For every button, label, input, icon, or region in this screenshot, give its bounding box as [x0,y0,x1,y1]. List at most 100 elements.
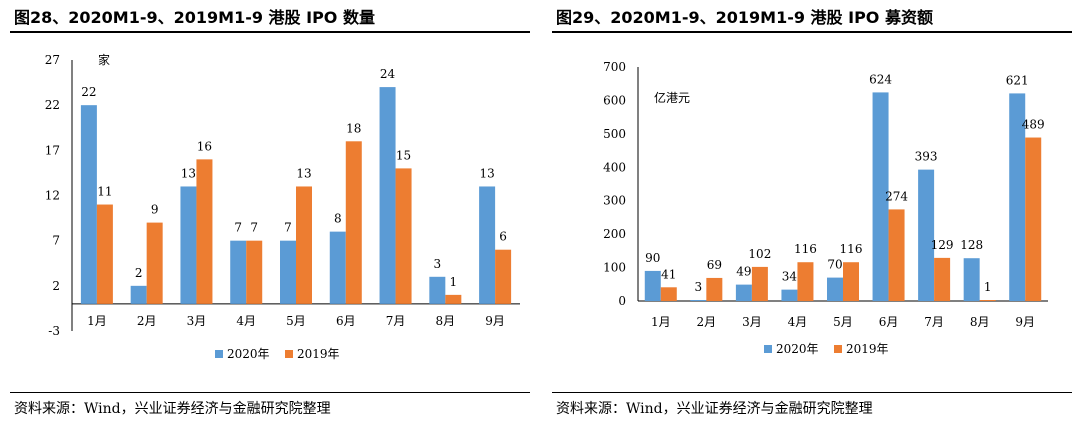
bar-2020 [280,240,296,304]
bar-2019 [888,209,905,301]
data-label: 1 [984,280,992,294]
x-tick-label: 2月 [137,314,157,328]
data-label: 24 [380,67,396,81]
data-label: 8 [334,212,342,226]
y-tick-label: 2 [52,279,60,293]
bar-2020 [781,289,798,301]
data-label: 621 [1006,73,1029,87]
data-label: 22 [81,85,96,99]
bar-2019 [96,204,113,304]
data-label: 69 [707,258,722,272]
x-tick-label: 1月 [87,314,107,328]
data-label: 1 [450,275,458,289]
data-label: 6 [499,230,507,244]
bar-2019 [660,287,677,301]
bar-2020 [230,240,247,304]
y-tick-label: 600 [603,93,626,107]
x-tick-label: 6月 [879,315,899,329]
y-tick-label: 500 [603,127,626,141]
bar-2019 [146,222,163,304]
data-label: 70 [827,258,842,272]
y-tick-label: 27 [45,53,60,67]
y-tick-label: 400 [603,160,626,174]
data-label: 13 [479,166,494,180]
right-source-note: 资料来源：Wind，兴业证券经济与金融研究院整理 [556,401,873,417]
legend-label: 2020年 [776,342,819,356]
bar-2019 [706,277,723,301]
data-label: 102 [748,247,771,261]
bar-2020 [872,92,889,301]
x-tick-label: 7月 [386,314,406,328]
legend-label: 2019年 [846,342,889,356]
right-title-rule [552,31,1072,33]
data-label: 41 [661,267,676,281]
bar-2020 [963,258,980,301]
y-tick-label: 12 [45,189,60,203]
bar-2020 [690,299,707,301]
data-label: 7 [250,221,258,235]
y-tick-label: 22 [45,98,60,112]
legend-swatch [285,350,293,358]
x-tick-label: 9月 [1015,315,1035,329]
x-tick-label: 3月 [742,315,762,329]
right-chart-title: 图29、2020M1-9、2019M1-9 港股 IPO 募资额 [556,8,933,27]
data-label: 274 [885,189,908,203]
x-tick-label: 4月 [236,314,256,328]
data-label: 2 [135,266,143,280]
data-label: 3 [434,257,442,271]
bar-2019 [843,262,859,301]
bar-2019 [797,262,814,301]
y-tick-label: 300 [603,194,626,208]
data-label: 13 [296,166,311,180]
data-label: 7 [284,221,292,235]
data-label: 489 [1022,118,1045,132]
y-tick-label: 17 [45,143,60,157]
bar-2020 [918,169,935,301]
x-tick-label: 2月 [697,315,717,329]
legend-label: 2020年 [227,347,270,361]
data-label: 116 [840,242,863,256]
bar-2020 [1009,93,1026,301]
bar-2019 [445,294,462,304]
y-tick-label: 7 [52,234,60,248]
left-title-rule [10,31,530,33]
data-label: 9 [151,203,159,217]
bar-2020 [429,276,446,304]
bar-2019 [1025,137,1042,301]
data-label: 13 [181,166,196,180]
bar-2020 [180,186,197,304]
bar-2020 [479,186,496,304]
data-label: 624 [869,72,892,86]
bar-2019 [751,266,768,301]
x-tick-label: 8月 [970,315,990,329]
bar-2020 [735,284,752,301]
x-tick-label: 8月 [436,314,456,328]
bar-2020 [644,270,661,301]
x-tick-label: 1月 [651,315,671,329]
unit-label: 亿港元 [654,90,690,105]
bar-2019 [246,240,263,304]
data-label: 16 [197,139,212,153]
data-label: 116 [794,242,817,256]
data-label: 393 [915,150,938,164]
unit-label: 家 [98,52,110,67]
bar-2019 [296,186,312,304]
bar-2019 [196,159,213,304]
data-label: 129 [931,238,954,252]
legend-swatch [764,345,772,353]
y-tick-label: 100 [603,261,626,275]
bar-2020 [379,87,396,304]
data-label: 34 [782,270,798,284]
data-label: 90 [645,251,660,265]
left-source-note: 资料来源：Wind，兴业证券经济与金融研究院整理 [14,401,331,417]
data-label: 18 [346,121,361,135]
data-label: 7 [234,221,242,235]
x-tick-label: 4月 [788,315,808,329]
x-tick-label: 5月 [286,314,306,328]
bar-2020 [130,285,147,304]
y-tick-label: -3 [48,324,60,338]
bar-2019 [495,249,512,304]
y-tick-label: 200 [603,227,626,241]
